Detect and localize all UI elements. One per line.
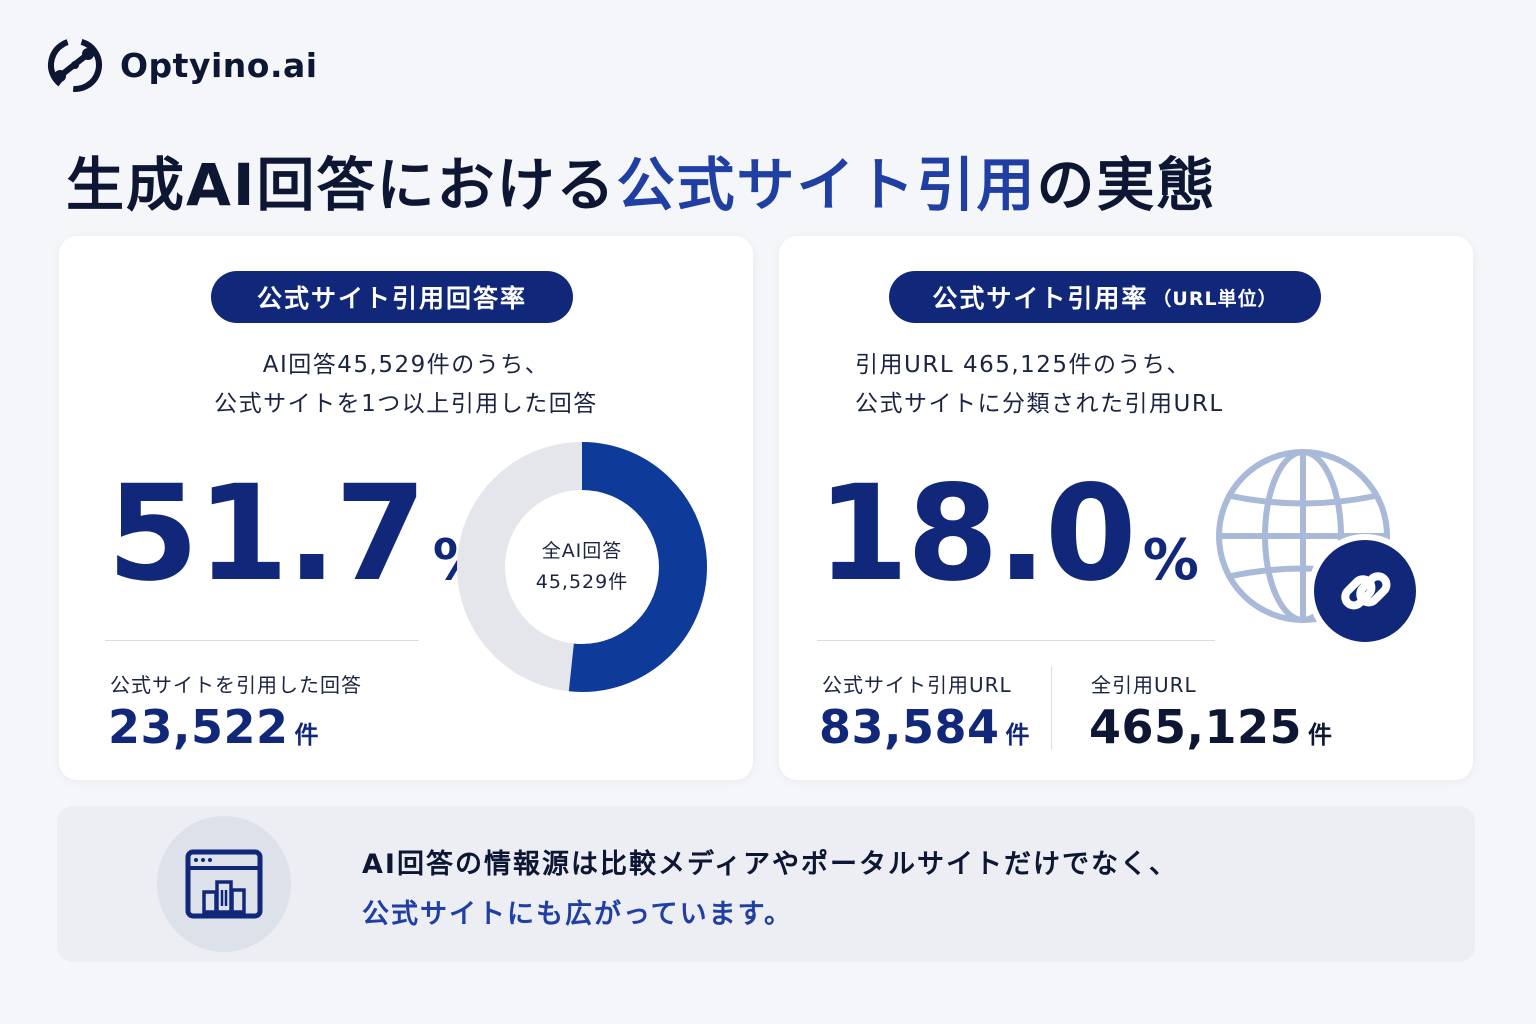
url-rate-description: 引用URL 465,125件のうち、 公式サイトに分類された引用URL [855,346,1224,424]
all-url-number: 465,125 [1089,700,1303,754]
title-highlight: 公式サイト引用 [616,151,1037,219]
answer-rate-donut-chart [457,442,707,692]
brand-logo[interactable]: Optyino.ai [44,34,318,96]
insight-banner: AI回答の情報源は比較メディアやポータルサイトだけでなく、 公式サイトにも広がっ… [57,806,1475,962]
title-part2: の実態 [1036,151,1217,219]
answer-rate-badge: 公式サイト引用回答率 [211,271,573,323]
answer-rate-description: AI回答45,529件のうち、 公式サイトを1つ以上引用した回答 [59,346,753,424]
cited-answers-label: 公式サイトを引用した回答 [110,673,362,697]
donut-center-line1: 全AI回答 [541,540,623,562]
url-rate-badge: 公式サイト引用率 （URL単位） [889,271,1321,323]
answer-rate-card: 公式サイト引用回答率 AI回答45,529件のうち、 公式サイトを1つ以上引用し… [59,236,753,780]
url-rate-unit: % [1142,528,1199,593]
cited-answers-unit: 件 [294,721,319,749]
answer-rate-number: 51.7 [107,457,427,611]
url-rate-number: 18.0 [817,457,1137,611]
page-title: 生成AI回答における公式サイト引用の実態 [66,138,1217,222]
donut-cited-slice [457,442,707,692]
official-url-label: 公式サイト引用URL [822,673,1012,697]
cited-answers-value: 23,522 件 [108,700,319,754]
banner-icon-circle [157,816,291,952]
all-url-value: 465,125 件 [1089,700,1332,754]
url-rate-badge-label: 公式サイト引用率 [932,284,1149,313]
brand-name: Optyino.ai [120,45,318,85]
url-rate-card: 公式サイト引用率 （URL単位） 引用URL 465,125件のうち、 公式サイト… [779,236,1473,780]
official-url-number: 83,584 [819,700,1000,754]
answer-rate-badge-label: 公式サイト引用回答率 [256,284,527,313]
all-url-label: 全引用URL [1091,673,1197,697]
banner-text-line1: AI回答の情報源は比較メディアやポータルサイトだけでなく、 [362,849,1179,880]
answer-rate-value: 51.7% [107,468,489,600]
banner-text-line2: 公式サイトにも広がっています。 [362,899,793,930]
browser-buildings-icon [185,849,263,919]
donut-center-label: 全AI回答 45,529件 [451,536,713,598]
url-rate-desc-line2: 公式サイトに分類された引用URL [855,391,1224,417]
url-rate-value: 18.0% [817,468,1199,600]
stats-separator [1051,666,1052,750]
official-url-unit: 件 [1005,721,1030,749]
answer-rate-desc-line2: 公式サイトを1つ以上引用した回答 [214,391,598,417]
cited-answers-number: 23,522 [108,700,289,754]
url-rate-desc-line1: 引用URL 465,125件のうち、 [855,352,1192,378]
url-rate-badge-note: （URL単位） [1152,287,1278,310]
donut-center-line2: 45,529件 [535,571,629,593]
answer-rate-divider [105,640,419,641]
chain-link-icon [1341,572,1391,610]
globe-link-icon [1216,449,1422,648]
title-part1: 生成AI回答における [66,151,617,219]
orbit-link-logo-icon [48,38,102,92]
all-url-unit: 件 [1308,721,1333,749]
official-url-value: 83,584 件 [819,700,1030,754]
answer-rate-desc-line1: AI回答45,529件のうち、 [262,352,550,378]
url-rate-divider [817,640,1215,641]
